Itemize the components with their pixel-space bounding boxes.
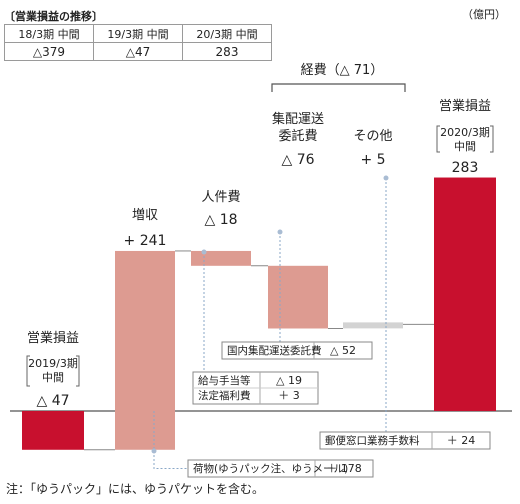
bar-label: 人件費 (201, 190, 240, 205)
unit-label: （億円） (462, 8, 506, 21)
value-label: △ 76 (281, 152, 314, 168)
breakdown-box (187, 459, 374, 478)
breakdown-value: ＋ 24 (447, 434, 476, 447)
history-value-cell: △379 (4, 42, 94, 61)
breakdown-label: 郵便窓口業務手数料 (325, 434, 420, 447)
leader-dot (277, 229, 283, 235)
group-label: 経費（△ 71） (301, 63, 384, 78)
bar-label: 増収 (132, 208, 158, 223)
bracket-right (490, 125, 494, 153)
group-bracket (271, 83, 406, 92)
breakdown-box (221, 341, 373, 360)
leader-dot (201, 249, 207, 255)
value-label: + 5 (360, 152, 385, 168)
waterfall-bar-other (343, 322, 403, 329)
history-table-title: 〔営業損益の推移〕 (4, 10, 103, 23)
waterfall-bar-personnel (191, 250, 251, 266)
bracket-left (436, 125, 440, 153)
value-label: 283 (452, 160, 479, 176)
value-label: △ 18 (204, 212, 237, 228)
bar-label: 営業損益 (27, 330, 79, 346)
bar-label: 営業損益 (439, 98, 491, 114)
breakdown-box (319, 431, 491, 450)
waterfall-bar-revenue (115, 250, 175, 450)
history-header-cell: 19/3期 中間 (93, 24, 183, 43)
bar-label: その他 (353, 129, 392, 144)
leader-line (153, 411, 188, 469)
bracket-right (76, 355, 80, 387)
bar-label: 集配運送 (272, 111, 324, 127)
waterfall-bar-end (434, 177, 496, 411)
history-value-cell: △47 (93, 42, 183, 61)
value-label: + 241 (124, 233, 167, 249)
breakdown-label: 荷物(ゆうパック注、ゆうメール) (193, 462, 348, 475)
period-label: 中間 (42, 371, 64, 384)
period-label: 中間 (454, 140, 476, 153)
breakdown-value: ＋ 178 (326, 462, 362, 475)
history-table: 18/3期 中間 19/3期 中間 20/3期 中間 △379 △47 283 (4, 24, 272, 61)
waterfall-bar-start (22, 411, 84, 450)
waterfall-bar-delivery (268, 265, 328, 329)
footnote: 注：「ゆうパック」には、ゆうパケットを含む。 (6, 482, 265, 496)
leader-dot (151, 448, 157, 454)
bar-label: 委託費 (278, 128, 317, 144)
bracket-left (26, 355, 30, 387)
breakdown-label: 法定福利費 (198, 389, 251, 402)
breakdown-value: ＋ 3 (278, 389, 300, 402)
history-value-cell: 283 (182, 42, 272, 61)
value-label: △ 47 (36, 393, 69, 409)
period-label: 2020/3期 (440, 126, 490, 139)
breakdown-value: △ 52 (330, 344, 356, 357)
period-label: 2019/3期 (28, 357, 78, 370)
leader-dot (383, 175, 389, 181)
breakdown-label: 給与手当等 (198, 374, 251, 387)
history-table-value-row: △379 △47 283 (4, 42, 272, 61)
breakdown-label: 国内集配運送委託費 (227, 344, 322, 357)
breakdown-value: △ 19 (276, 374, 302, 387)
